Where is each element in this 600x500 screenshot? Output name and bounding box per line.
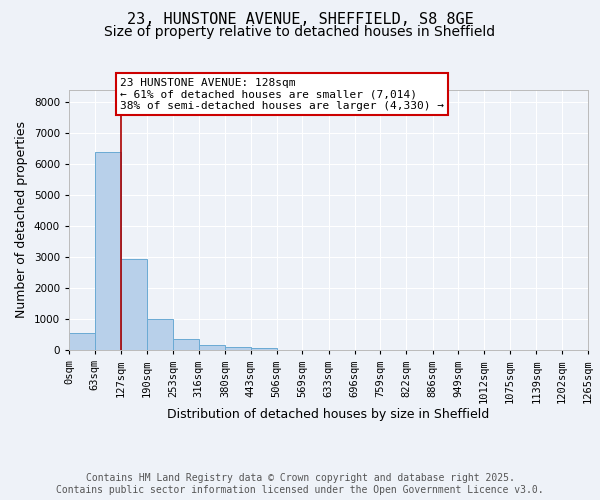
Bar (251, 348, 277, 350)
Text: 23 HUNSTONE AVENUE: 128sqm
← 61% of detached houses are smaller (7,014)
38% of s: 23 HUNSTONE AVENUE: 128sqm ← 61% of deta… (120, 78, 444, 110)
Y-axis label: Number of detached properties: Number of detached properties (15, 122, 28, 318)
Text: 23, HUNSTONE AVENUE, SHEFFIELD, S8 8GE: 23, HUNSTONE AVENUE, SHEFFIELD, S8 8GE (127, 12, 473, 28)
Text: Contains HM Land Registry data © Crown copyright and database right 2025.
Contai: Contains HM Land Registry data © Crown c… (56, 474, 544, 495)
Text: Size of property relative to detached houses in Sheffield: Size of property relative to detached ho… (104, 25, 496, 39)
Bar (95, 152, 121, 350)
Bar (199, 346, 225, 350)
X-axis label: Distribution of detached houses by size in Sheffield: Distribution of detached houses by size … (167, 408, 490, 422)
Bar (147, 319, 173, 350)
Bar (225, 347, 251, 350)
Bar (173, 339, 199, 350)
Bar (121, 258, 147, 350)
Bar (69, 333, 95, 350)
